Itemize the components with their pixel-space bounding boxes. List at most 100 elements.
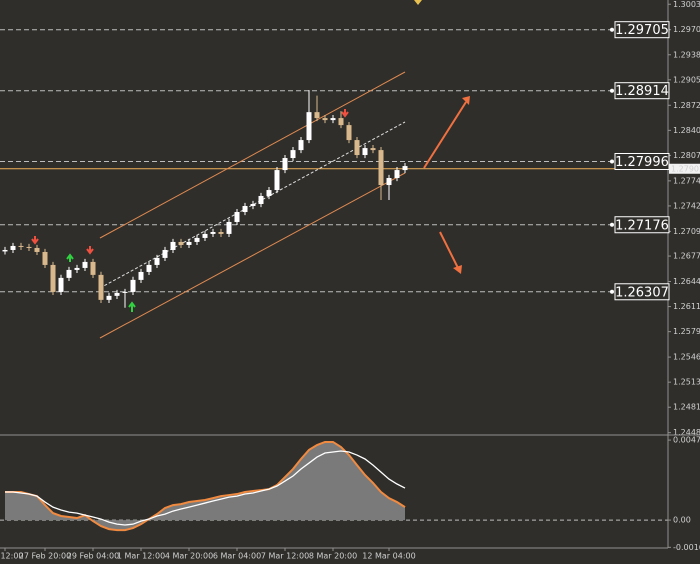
x-tick-label: 1 Mar 12:00 <box>117 552 165 561</box>
grid-layer: 1.30035 1.29705 1.29380 1.29055 1.28725 1.284… <box>0 0 700 437</box>
candle-body <box>378 150 384 186</box>
indicator-panel <box>0 439 671 548</box>
level-label: 1.27996 <box>615 155 669 170</box>
histogram-area <box>5 441 405 531</box>
candle-body <box>58 277 64 292</box>
sell-arrow <box>31 236 39 245</box>
candle-body <box>2 249 8 252</box>
up-arrow <box>423 101 467 169</box>
x-tick-label: 7 Mar 12:00 <box>261 552 309 561</box>
candle-body <box>122 291 128 293</box>
y-tick-label: 1.24480 <box>673 428 700 437</box>
overlay: 1.29705 1.28914 1.27996 1.27176 1.26307 1.279… <box>0 21 700 561</box>
indicator-line <box>5 450 406 526</box>
candle-body <box>234 212 240 222</box>
level-label: 1.29705 <box>615 23 669 38</box>
candle-body <box>98 274 104 300</box>
level-box <box>614 283 670 301</box>
candle-body <box>178 241 184 245</box>
candle-body <box>218 232 224 234</box>
candle-body <box>346 125 352 141</box>
level-anchor <box>610 289 614 294</box>
x-tick-label: 4 Mar 20:00 <box>165 552 213 561</box>
y-tick-label: 1.28725 <box>673 101 700 110</box>
top-marker <box>414 0 422 5</box>
candle-body <box>26 246 32 248</box>
buy-arrow <box>128 301 136 312</box>
indicator-line <box>5 440 406 532</box>
candle-body <box>226 221 232 234</box>
y-tick-label: 1.26770 <box>673 252 700 261</box>
candle-body <box>146 264 152 272</box>
last-price-label: 1.27902 <box>671 164 700 173</box>
candle-body <box>210 232 216 234</box>
y-tick-label: 1.24810 <box>673 403 700 412</box>
up-arrow-head <box>462 96 470 105</box>
y-tick-label: 1.28075 <box>673 151 700 160</box>
candle-body <box>66 269 72 278</box>
y-tick-label: 1.29705 <box>673 25 700 34</box>
y-tick-label: 0.0047 <box>673 436 700 445</box>
y-tick-label: -0.0016 <box>673 543 700 552</box>
candle-body <box>338 118 344 126</box>
x-tick-label: 12:00 <box>0 552 23 561</box>
y-tick-label: 1.29055 <box>673 75 700 84</box>
candle-body <box>354 140 360 156</box>
candle-body <box>266 190 272 196</box>
candle-body <box>290 150 296 159</box>
y-tick-label: 1.27420 <box>673 201 700 210</box>
candle-body <box>362 148 368 156</box>
level-box <box>614 21 670 39</box>
y-tick-label: 1.29380 <box>673 50 700 59</box>
candle-body <box>90 261 96 275</box>
candle-body <box>82 261 88 268</box>
last-price-box <box>669 163 700 174</box>
candle-body <box>18 245 24 247</box>
y-tick-label: 1.27090 <box>673 227 700 236</box>
candle-body <box>394 170 400 179</box>
y-tick-label: 0.00 <box>673 516 691 525</box>
candle-body <box>330 118 336 121</box>
down-arrow <box>439 231 459 269</box>
level-label: 1.28914 <box>615 84 669 99</box>
candle-body <box>194 237 200 242</box>
y-tick-label: 1.25135 <box>673 378 700 387</box>
y-tick-label: 1.25460 <box>673 353 700 362</box>
x-tick-label: 29 Feb 04:00 <box>67 552 119 561</box>
candle-body <box>282 158 288 171</box>
y-tick-label: 1.26440 <box>673 277 700 286</box>
candle-body <box>154 257 160 265</box>
candle-body <box>34 247 40 252</box>
candle-body <box>306 112 312 141</box>
y-tick-label: 1.27745 <box>673 176 700 185</box>
candle-body <box>370 148 376 151</box>
y-tick-label: 1.25790 <box>673 327 700 336</box>
sell-arrow <box>86 246 94 255</box>
candle-body <box>50 264 56 292</box>
candle-body <box>42 251 48 265</box>
level-label: 1.26307 <box>615 285 669 300</box>
candle-body <box>74 267 80 270</box>
x-tick-label: 27 Feb 20:00 <box>19 552 71 561</box>
signal-arrows <box>31 109 349 312</box>
y-tick-label: 1.30035 <box>673 0 700 9</box>
candles <box>2 90 408 308</box>
channel-upper <box>99 71 406 239</box>
buy-arrow <box>66 253 74 262</box>
candle-body <box>402 166 408 171</box>
candle-body <box>114 292 120 296</box>
x-tick-label: 8 Mar 20:00 <box>309 552 357 561</box>
level-anchor <box>610 159 614 164</box>
candle-body <box>386 178 392 186</box>
level-box <box>614 216 670 234</box>
candle-body <box>106 295 112 300</box>
candle-body <box>162 249 168 258</box>
level-anchor <box>610 88 614 93</box>
sell-arrow <box>341 109 349 118</box>
candle-body <box>10 245 16 250</box>
candle-body <box>250 204 256 207</box>
level-box <box>614 82 670 100</box>
channel-lower <box>99 172 406 339</box>
candle-body <box>274 170 280 191</box>
